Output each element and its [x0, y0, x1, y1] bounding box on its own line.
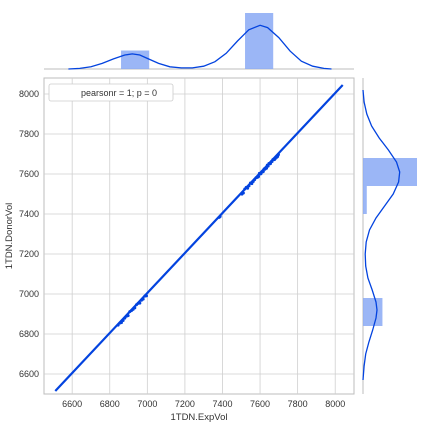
scatter-point	[144, 294, 148, 298]
scatter-point	[261, 169, 265, 173]
x-tick-label: 7400	[212, 399, 232, 409]
y-tick-label: 7000	[19, 289, 39, 299]
legend-label: pearsonr = 1; p = 0	[81, 88, 157, 98]
scatter-point	[116, 323, 120, 327]
y-tick-label: 7400	[19, 209, 39, 219]
regression-line	[54, 84, 344, 392]
x-tick-label: 7600	[250, 399, 270, 409]
y-marginal-bar	[363, 298, 383, 326]
y-marginal-kde	[362, 89, 401, 381]
scatter-point	[246, 186, 250, 190]
scatter-point	[121, 318, 125, 322]
y-axis-label: 1TDN.DonorVol	[4, 203, 15, 270]
scatter-point	[218, 215, 222, 219]
main-grid	[43, 77, 355, 395]
scatter-point	[141, 297, 145, 301]
y-tick-label: 7200	[19, 249, 39, 259]
scatter-point	[123, 316, 127, 320]
regression-line-group	[54, 84, 344, 392]
main-ticks: 6600 6800 7000 7200 7400 7600 7800 8000 6600 6800…	[19, 89, 345, 409]
y-tick-label: 7800	[19, 129, 39, 139]
y-marginal-bar	[363, 158, 417, 186]
y-marginal-distribution	[362, 78, 417, 394]
x-tick-label: 6600	[62, 399, 82, 409]
scatter-point	[126, 314, 130, 318]
legend-box	[48, 83, 174, 102]
scatter-point	[266, 164, 270, 168]
scatter-point	[138, 301, 142, 305]
scatter-point	[257, 174, 261, 178]
scatter-point	[119, 321, 123, 325]
scatter-point	[133, 306, 137, 310]
x-tick-label: 6800	[100, 399, 120, 409]
scatter-point	[250, 182, 254, 186]
legend: pearsonr = 1; p = 0	[48, 83, 174, 102]
x-axis-label: 1TDN.ExpVol	[170, 412, 227, 423]
x-marginal-kde	[68, 24, 332, 70]
y-tick-label: 6800	[19, 329, 39, 339]
y-marginal-bar	[363, 186, 367, 214]
main-plot-frame	[43, 77, 355, 395]
scatter-point	[247, 184, 251, 188]
x-tick-label: 7000	[137, 399, 157, 409]
x-marginal-bar	[245, 13, 274, 69]
x-marginal-distribution	[44, 13, 354, 70]
x-tick-label: 8000	[325, 399, 345, 409]
scatter-point	[265, 166, 269, 170]
scatter-point	[276, 153, 280, 157]
x-tick-label: 7200	[175, 399, 195, 409]
scatter-points	[116, 153, 280, 327]
axis-labels: 1TDN.ExpVol 1TDN.DonorVol	[4, 203, 228, 423]
scatter-point	[241, 191, 245, 195]
y-tick-label: 8000	[19, 89, 39, 99]
y-tick-label: 7600	[19, 169, 39, 179]
y-tick-label: 6600	[19, 369, 39, 379]
x-marginal-bar	[121, 50, 150, 69]
x-tick-label: 7800	[288, 399, 308, 409]
